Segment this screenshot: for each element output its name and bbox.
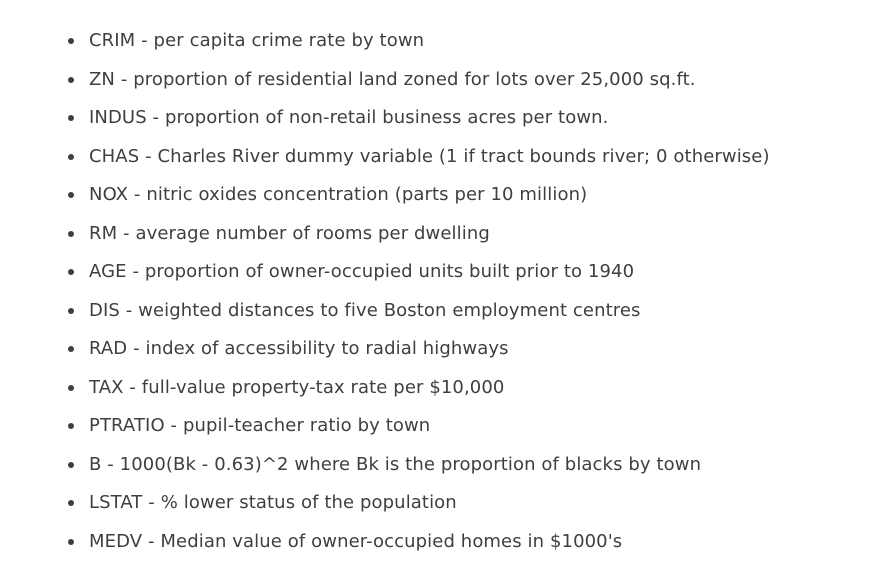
feature-text: DIS - weighted distances to five Boston … xyxy=(89,299,641,321)
feature-text: INDUS - proportion of non-retail busines… xyxy=(89,107,609,128)
list-item: PTRATIO - pupil-teacher ratio by town xyxy=(0,407,895,446)
feature-text: MEDV - Median value of owner-occupied ho… xyxy=(89,530,623,552)
bullet-icon xyxy=(68,38,74,44)
bullet-icon xyxy=(68,461,74,468)
bullet-icon xyxy=(68,538,74,545)
feature-text: CRIM - per capita crime rate by town xyxy=(89,30,425,51)
bullet-icon xyxy=(68,192,74,198)
bullet-icon xyxy=(68,346,74,352)
list-item: MEDV - Median value of owner-occupied ho… xyxy=(0,523,895,562)
list-item: NOX - nitric oxides concentration (parts… xyxy=(0,176,895,215)
feature-text: ZN - proportion of residential land zone… xyxy=(89,68,696,90)
list-item: AGE - proportion of owner-occupied units… xyxy=(0,253,895,292)
feature-text: TAX - full-value property-tax rate per $… xyxy=(89,376,505,398)
bullet-icon xyxy=(68,384,74,391)
feature-text: RM - average number of rooms per dwellin… xyxy=(89,222,490,244)
bullet-icon xyxy=(68,269,74,275)
list-item: INDUS - proportion of non-retail busines… xyxy=(0,99,895,138)
bullet-icon xyxy=(68,423,74,429)
list-item: CRIM - per capita crime rate by town xyxy=(0,22,895,61)
feature-text: RAD - index of accessibility to radial h… xyxy=(89,338,509,359)
bullet-icon xyxy=(68,153,74,160)
feature-text: LSTAT - % lower status of the population xyxy=(89,492,457,513)
feature-text: AGE - proportion of owner-occupied units… xyxy=(89,261,635,282)
bullet-icon xyxy=(68,230,74,237)
list-item: ZN - proportion of residential land zone… xyxy=(0,61,895,100)
list-item: B - 1000(Bk - 0.63)^2 where Bk is the pr… xyxy=(0,446,895,485)
bullet-icon xyxy=(68,76,74,83)
list-item: LSTAT - % lower status of the population xyxy=(0,484,895,523)
feature-text: B - 1000(Bk - 0.63)^2 where Bk is the pr… xyxy=(89,453,702,475)
bullet-icon xyxy=(68,500,74,506)
list-item: RM - average number of rooms per dwellin… xyxy=(0,215,895,254)
bullet-icon xyxy=(68,115,74,121)
list-item: TAX - full-value property-tax rate per $… xyxy=(0,369,895,408)
bullet-icon xyxy=(68,307,74,314)
feature-text: PTRATIO - pupil-teacher ratio by town xyxy=(89,415,431,436)
feature-text: NOX - nitric oxides concentration (parts… xyxy=(89,184,588,205)
feature-list: CRIM - per capita crime rate by town ZN … xyxy=(0,22,895,561)
feature-text: CHAS - Charles River dummy variable (1 i… xyxy=(89,145,770,167)
list-item: DIS - weighted distances to five Boston … xyxy=(0,292,895,331)
list-item: RAD - index of accessibility to radial h… xyxy=(0,330,895,369)
list-item: CHAS - Charles River dummy variable (1 i… xyxy=(0,138,895,177)
